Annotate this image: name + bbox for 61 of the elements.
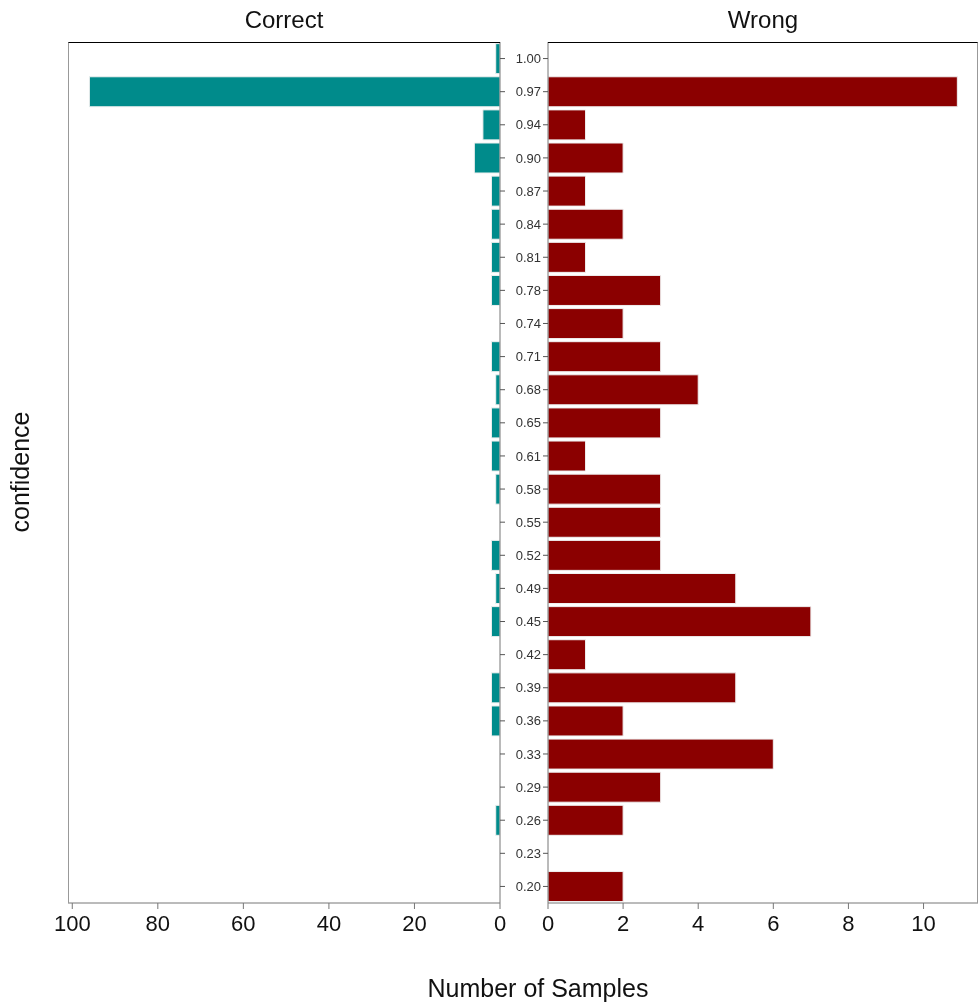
bar bbox=[490, 705, 500, 737]
x-tick-label: 8 bbox=[842, 910, 855, 936]
bar bbox=[548, 341, 662, 373]
bar bbox=[548, 771, 662, 803]
y-tick-label: 0.65 bbox=[515, 415, 541, 431]
chart-title: Correct bbox=[243, 6, 325, 34]
bar bbox=[548, 76, 958, 108]
x-tick-label: 4 bbox=[692, 910, 705, 936]
y-tick-label: 0.68 bbox=[515, 382, 541, 398]
y-tick-label: 0.58 bbox=[515, 481, 541, 497]
y-tick-label: 1.00 bbox=[515, 51, 541, 67]
y-tick-label: 0.55 bbox=[515, 514, 541, 530]
y-tick-label: 0.74 bbox=[515, 316, 541, 332]
y-tick-label: 0.78 bbox=[515, 282, 541, 298]
y-tick-label: 0.49 bbox=[515, 581, 541, 597]
y-tick-label: 0.26 bbox=[515, 812, 541, 828]
chart-title: Wrong bbox=[726, 6, 800, 34]
y-tick-label: 0.39 bbox=[515, 680, 541, 696]
bar bbox=[548, 506, 662, 538]
bar bbox=[548, 639, 587, 671]
y-tick-label: 0.84 bbox=[515, 216, 541, 232]
y-tick-label: 0.42 bbox=[515, 647, 541, 663]
bar bbox=[548, 871, 624, 903]
x-tick-label: 80 bbox=[145, 910, 171, 936]
bar bbox=[548, 573, 737, 604]
bar bbox=[88, 76, 500, 108]
y-tick-label: 0.20 bbox=[515, 879, 541, 895]
bar bbox=[548, 473, 662, 505]
x-tick-label: 100 bbox=[53, 910, 91, 936]
x-axis-title: Number of Samples bbox=[427, 973, 649, 1003]
bar bbox=[548, 241, 587, 273]
x-tick-label: 20 bbox=[402, 910, 427, 936]
bar bbox=[548, 606, 812, 638]
y-tick-label: 0.61 bbox=[515, 448, 541, 464]
x-tick-label: 2 bbox=[616, 910, 630, 936]
bar bbox=[548, 374, 699, 406]
x-tick-label: 0 bbox=[541, 910, 555, 936]
x-tick-label: 60 bbox=[231, 910, 256, 936]
y-tick-label: 0.94 bbox=[515, 117, 541, 133]
y-tick-label: 0.52 bbox=[515, 547, 541, 563]
y-tick-label: 0.71 bbox=[515, 349, 541, 365]
x-tick-label: 6 bbox=[767, 910, 780, 936]
y-tick-label: 0.97 bbox=[515, 84, 541, 100]
x-tick-label: 0 bbox=[493, 910, 507, 936]
y-tick-label: 0.36 bbox=[515, 713, 541, 729]
y-tick-label: 0.33 bbox=[515, 746, 541, 762]
x-tick-label: 10 bbox=[911, 910, 936, 936]
y-tick-label: 0.23 bbox=[515, 845, 541, 861]
bar bbox=[548, 672, 737, 704]
bar bbox=[548, 804, 624, 836]
y-tick-label: 0.90 bbox=[515, 150, 541, 166]
bar bbox=[548, 208, 624, 240]
bar bbox=[548, 539, 662, 571]
y-tick-label: 0.29 bbox=[515, 779, 541, 795]
y-axis-title: confidence bbox=[5, 411, 35, 533]
y-tick-label: 0.81 bbox=[515, 249, 541, 265]
x-tick-label: 40 bbox=[316, 910, 342, 936]
bar bbox=[548, 308, 624, 340]
y-tick-label: 0.87 bbox=[515, 183, 541, 199]
y-tick-label: 0.45 bbox=[515, 614, 541, 630]
bar bbox=[548, 274, 662, 306]
